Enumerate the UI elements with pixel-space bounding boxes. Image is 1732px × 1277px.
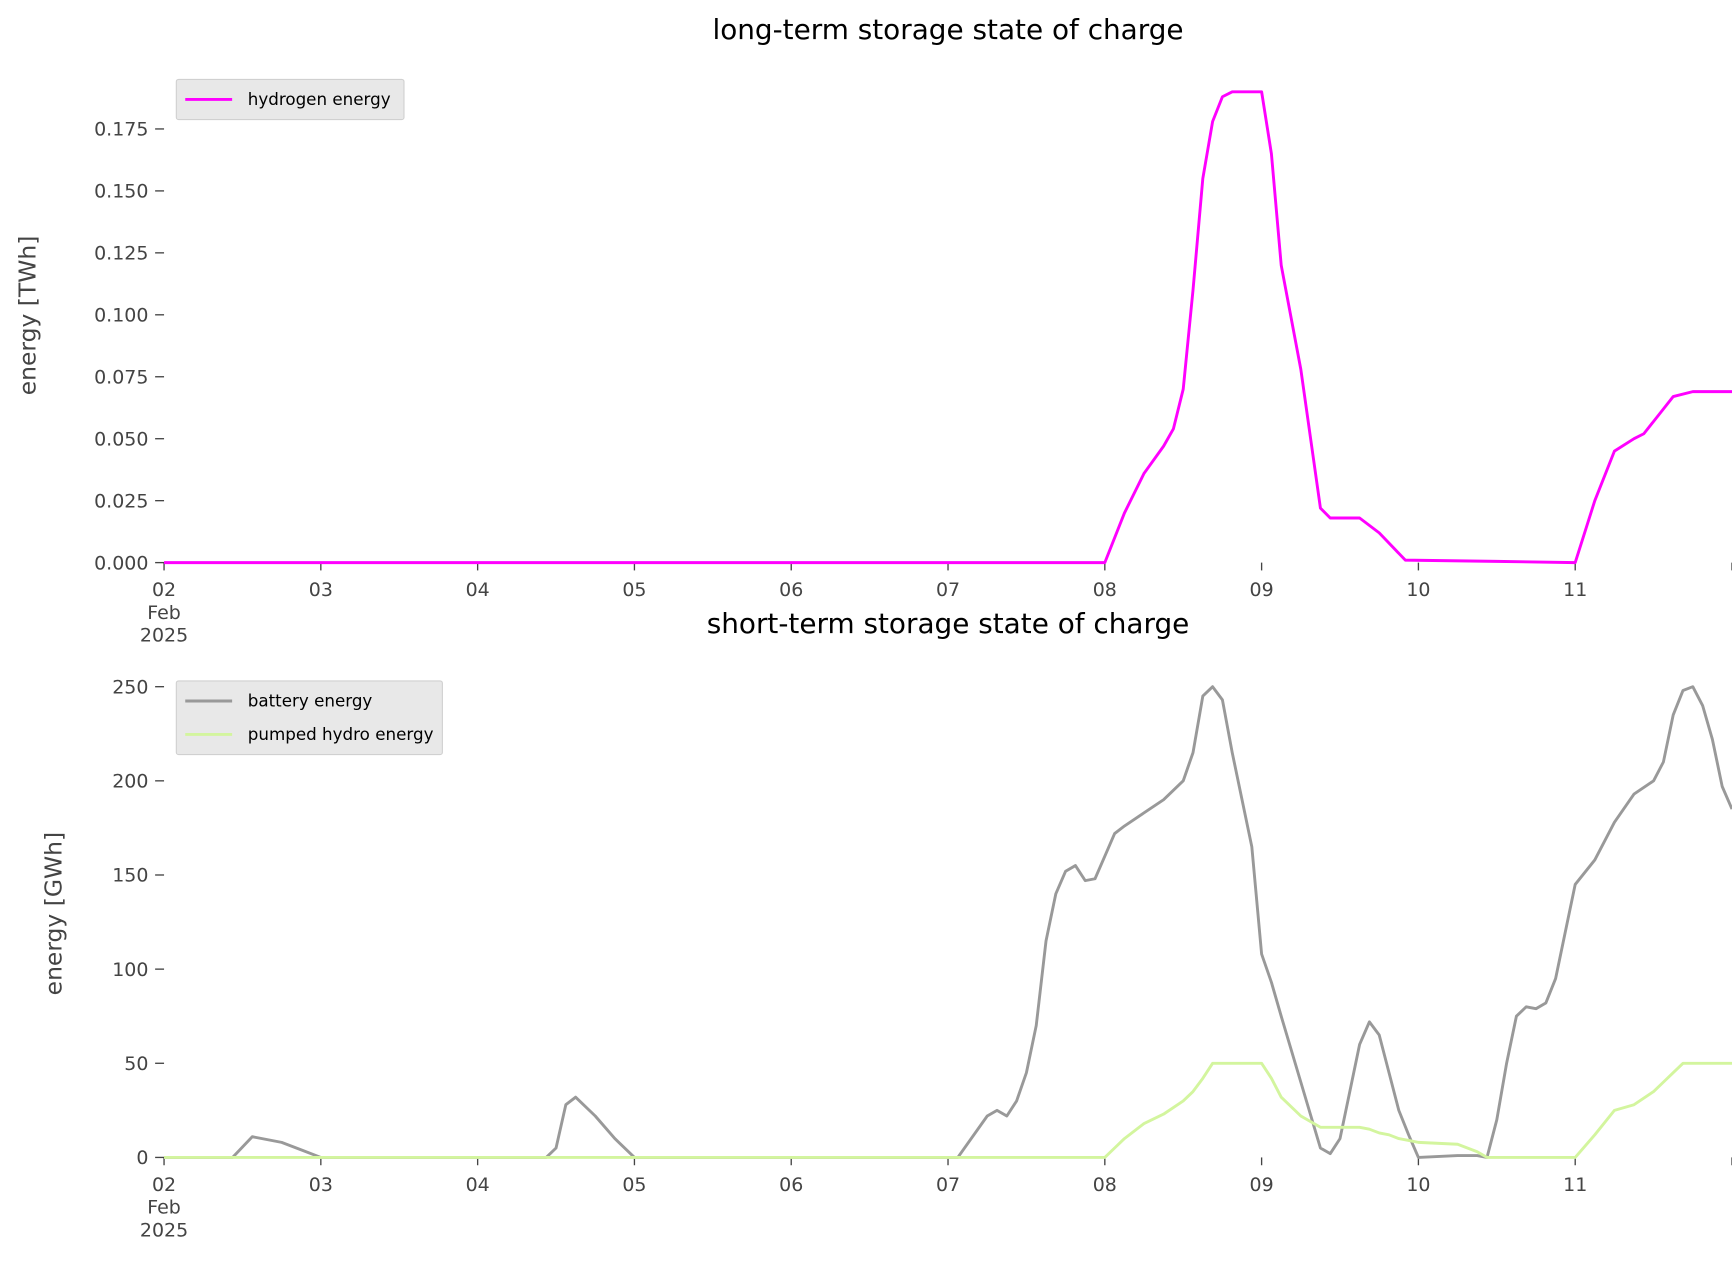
y-axis-label: energy [TWh] bbox=[14, 236, 42, 396]
chart-title: short-term storage state of charge bbox=[707, 607, 1190, 640]
y-tick-label: 0.175 bbox=[94, 119, 148, 141]
x-tick-label: 09 bbox=[1250, 579, 1274, 601]
y-tick-label: 0.050 bbox=[94, 428, 148, 450]
legend-label: battery energy bbox=[248, 691, 373, 711]
series-line bbox=[164, 685, 1732, 1159]
x-tick-label: 03 bbox=[309, 579, 333, 601]
legend-box bbox=[175, 680, 443, 756]
x-tick-label: 10 bbox=[1406, 1174, 1430, 1196]
y-axis-label: energy [GWh] bbox=[39, 832, 67, 995]
chart-title: long-term storage state of charge bbox=[712, 13, 1183, 46]
x-tick-label: 08 bbox=[1093, 1174, 1117, 1196]
series-line bbox=[164, 90, 1732, 565]
y-tick-label: 0.075 bbox=[94, 366, 148, 388]
legend-label: pumped hydro energy bbox=[248, 724, 434, 744]
y-tick-label: 0.150 bbox=[94, 181, 148, 203]
y-tick-label: 0 bbox=[136, 1147, 148, 1169]
y-tick-label: 0.100 bbox=[94, 305, 148, 327]
y-tick-label: 50 bbox=[124, 1053, 148, 1075]
y-tick-label: 100 bbox=[112, 959, 148, 981]
x-tick-label: 07 bbox=[936, 579, 960, 601]
y-tick-label: 0.000 bbox=[94, 552, 148, 574]
x-tick-label: 06 bbox=[779, 1174, 803, 1196]
legend-box bbox=[175, 78, 405, 121]
y-tick-label: 150 bbox=[112, 865, 148, 887]
y-tick-label: 0.125 bbox=[94, 243, 148, 265]
y-tick-label: 0.025 bbox=[94, 490, 148, 512]
x-tick-label: 09 bbox=[1250, 1174, 1274, 1196]
x-tick-label: 07 bbox=[936, 1174, 960, 1196]
x-tick-label: 03 bbox=[309, 1174, 333, 1196]
x-tick-label: 08 bbox=[1093, 579, 1117, 601]
y-tick-label: 200 bbox=[112, 771, 148, 793]
x-tick-label: 10 bbox=[1406, 579, 1430, 601]
x-tick-label: 11 bbox=[1563, 579, 1587, 601]
x-tick-label: 04 bbox=[466, 1174, 490, 1196]
x-tick-label: 04 bbox=[466, 579, 490, 601]
series-line bbox=[164, 1061, 1732, 1159]
x-tick-label: 02 Feb 2025 bbox=[140, 579, 188, 647]
x-tick-label: 02 Feb 2025 bbox=[140, 1174, 188, 1242]
x-tick-label: 11 bbox=[1563, 1174, 1587, 1196]
legend-label: hydrogen energy bbox=[248, 89, 391, 109]
x-tick-label: 05 bbox=[622, 1174, 646, 1196]
x-tick-label: 06 bbox=[779, 579, 803, 601]
y-tick-label: 250 bbox=[112, 676, 148, 698]
x-tick-label: 05 bbox=[622, 579, 646, 601]
